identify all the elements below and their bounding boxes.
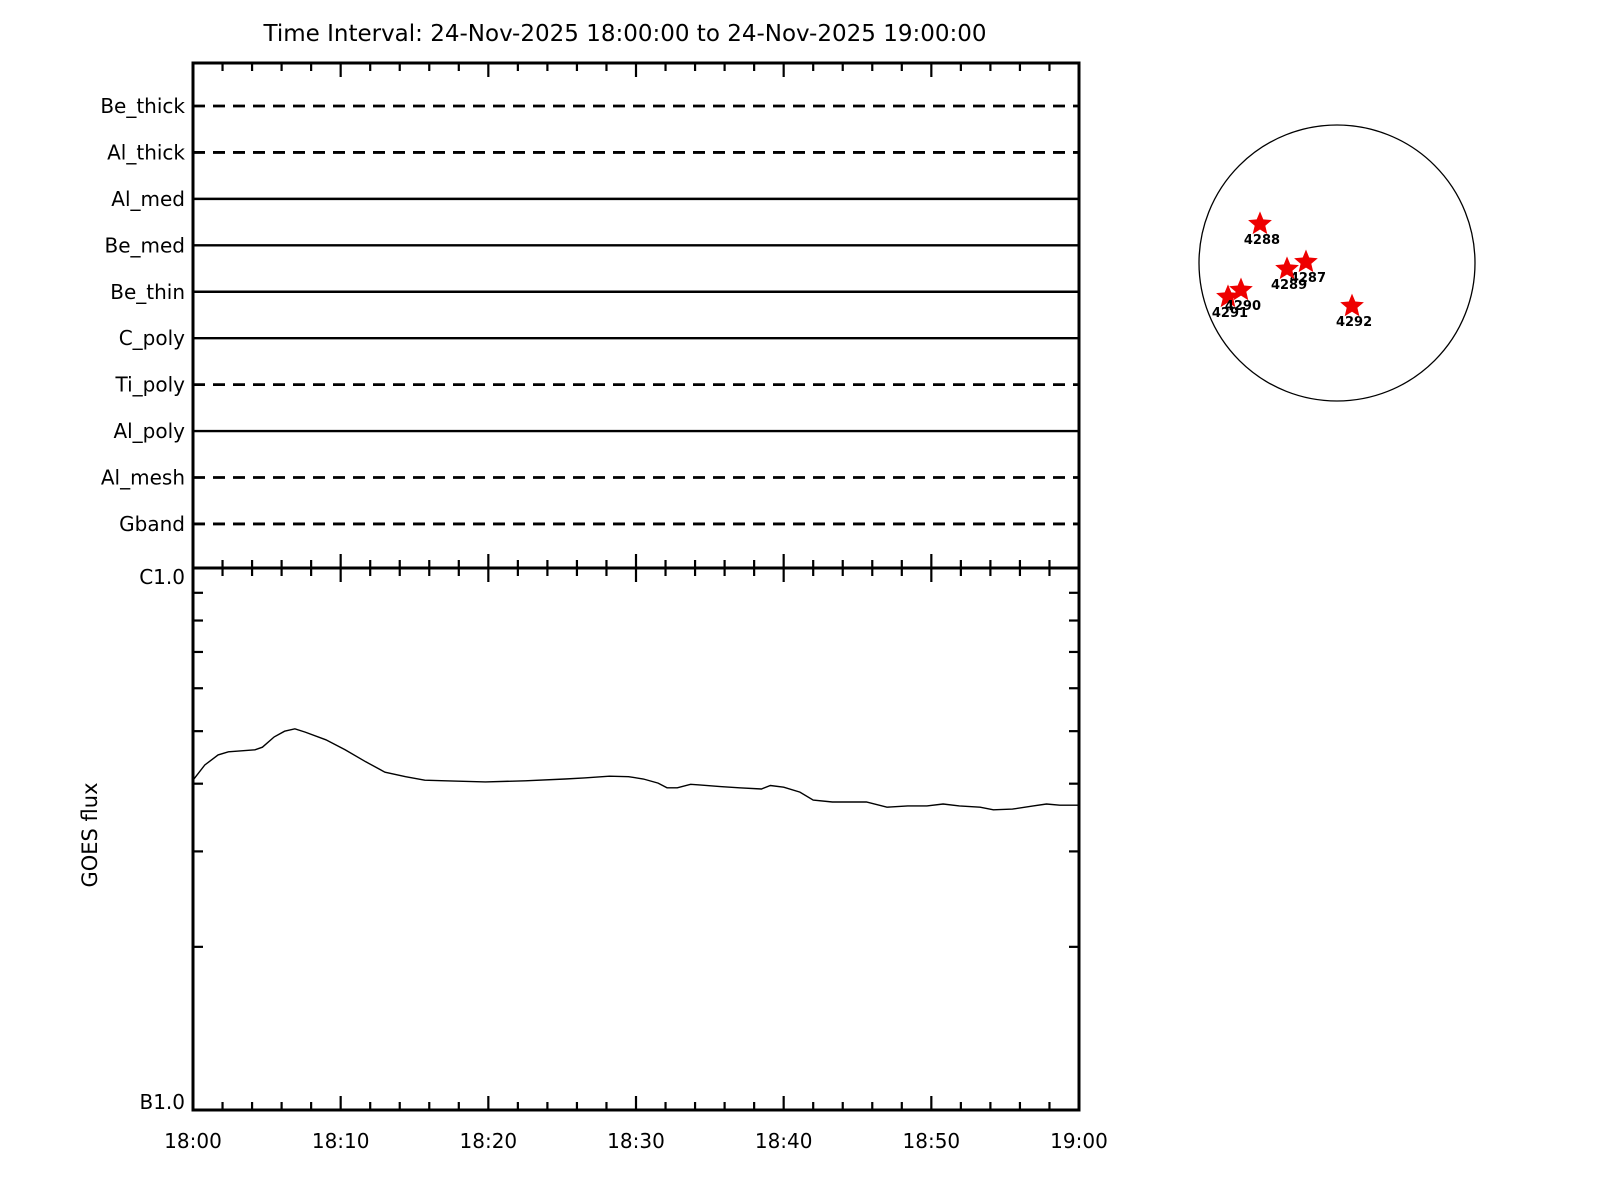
active-region-label-4292: 4292 bbox=[1336, 315, 1372, 330]
filter-label-Gband: Gband bbox=[119, 512, 185, 536]
x-tick-label-18:30: 18:30 bbox=[607, 1129, 665, 1153]
active-region-star-4288 bbox=[1248, 211, 1272, 235]
x-tick-label-18:10: 18:10 bbox=[312, 1129, 370, 1153]
goes-y-top-tick-label: C1.0 bbox=[139, 565, 185, 589]
x-tick-label-18:20: 18:20 bbox=[460, 1129, 518, 1153]
filter-label-Al_poly: Al_poly bbox=[113, 419, 185, 443]
x-tick-label-18:00: 18:00 bbox=[164, 1129, 222, 1153]
active-region-label-4287: 4287 bbox=[1290, 271, 1326, 286]
active-region-label-4291: 4291 bbox=[1212, 306, 1248, 321]
goes-flux-curve bbox=[192, 728, 1079, 811]
filter-label-Al_mesh: Al_mesh bbox=[101, 466, 185, 490]
goes-flux-panel: 18:00 18:10 18:20 18:30 18:40 18:50 19:00 bbox=[164, 566, 1108, 1153]
x-tick-label-19:00: 19:00 bbox=[1050, 1129, 1108, 1153]
figure-title: Time Interval: 24-Nov-2025 18:00:00 to 2… bbox=[262, 21, 986, 47]
filter-label-Be_med: Be_med bbox=[104, 233, 185, 257]
filter-label-Ti_poly: Ti_poly bbox=[115, 373, 186, 397]
goes-y-axis-label: GOES flux bbox=[78, 782, 102, 887]
x-tick-label-18:50: 18:50 bbox=[903, 1129, 961, 1153]
active-region-star-4291 bbox=[1216, 284, 1240, 308]
filter-timeline-panel: Be_thick Al_thick Al_med Be_med Be_thin C_pol… bbox=[100, 61, 1081, 570]
filter-label-Be_thick: Be_thick bbox=[100, 94, 185, 118]
sun-disk-circle bbox=[1198, 124, 1476, 402]
filter-label-Al_med: Al_med bbox=[111, 187, 185, 211]
top-panel-border bbox=[191, 61, 1081, 570]
filter-label-Al_thick: Al_thick bbox=[107, 140, 185, 164]
bottom-panel-border bbox=[191, 566, 1081, 1112]
active-region-label-4288: 4288 bbox=[1244, 233, 1280, 248]
active-region-star-4289 bbox=[1275, 256, 1299, 279]
active-region-star-4287 bbox=[1294, 249, 1318, 273]
goes-y-bottom-tick-label: B1.0 bbox=[139, 1090, 185, 1114]
filter-label-Be_thin: Be_thin bbox=[110, 280, 185, 304]
active-region-star-4292 bbox=[1340, 293, 1364, 317]
filter-label-C_poly: C_poly bbox=[119, 326, 185, 350]
x-tick-label-18:40: 18:40 bbox=[755, 1129, 813, 1153]
active-region-label-4290: 4290 bbox=[1225, 299, 1261, 314]
active-region-star-4290 bbox=[1229, 277, 1253, 301]
active-region-label-4289: 4289 bbox=[1271, 278, 1307, 293]
